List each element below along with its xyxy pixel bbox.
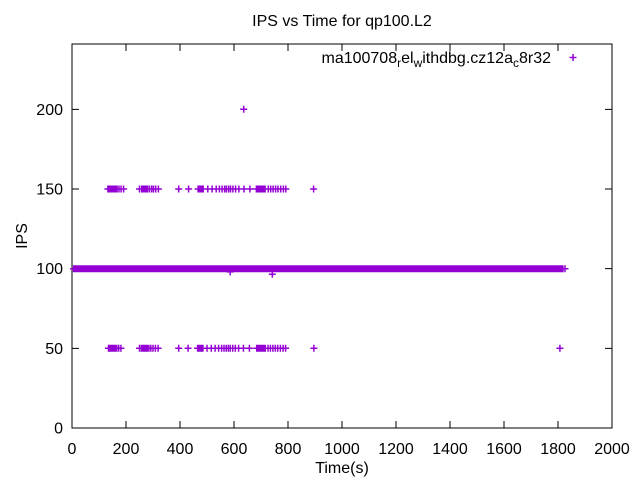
plot-border [71, 43, 613, 429]
x-tick-label: 400 [167, 441, 194, 458]
y-tick-label: 100 [36, 261, 63, 278]
y-axis-label: IPS [14, 223, 31, 249]
x-tick-label: 1400 [432, 441, 468, 458]
scatter-plus-markers [70, 105, 569, 352]
legend: ma100708relwithdbg.cz12ac8r32 [321, 50, 577, 70]
legend-sample-marker [569, 54, 577, 61]
chart-title: IPS vs Time for qp100.L2 [252, 13, 432, 30]
y-tick-label: 0 [54, 421, 63, 438]
x-tick-label: 0 [68, 441, 77, 458]
x-tick-label: 600 [221, 441, 248, 458]
legend-plus-icon [569, 54, 577, 61]
data-points-series [70, 105, 569, 352]
tick-marks [71, 44, 613, 429]
x-tick-label: 1200 [378, 441, 414, 458]
x-tick-label: 1600 [486, 441, 522, 458]
x-axis-label: Time(s) [315, 460, 369, 477]
y-tick-label: 150 [36, 181, 63, 198]
y-tick-label: 200 [36, 102, 63, 119]
x-tick-label: 1000 [324, 441, 360, 458]
x-tick-label: 800 [275, 441, 302, 458]
x-tick-label: 2000 [594, 441, 630, 458]
axis-tick-labels: 0 200 400 600 800 1000 1200 1400 1600 1800 2000 0 50… [36, 102, 630, 458]
legend-label: ma100708relwithdbg.cz12ac8r32 [321, 50, 551, 70]
y-tick-label: 50 [45, 341, 63, 358]
x-tick-label: 1800 [540, 441, 576, 458]
x-tick-label: 200 [113, 441, 140, 458]
axis-ticks [71, 44, 613, 429]
